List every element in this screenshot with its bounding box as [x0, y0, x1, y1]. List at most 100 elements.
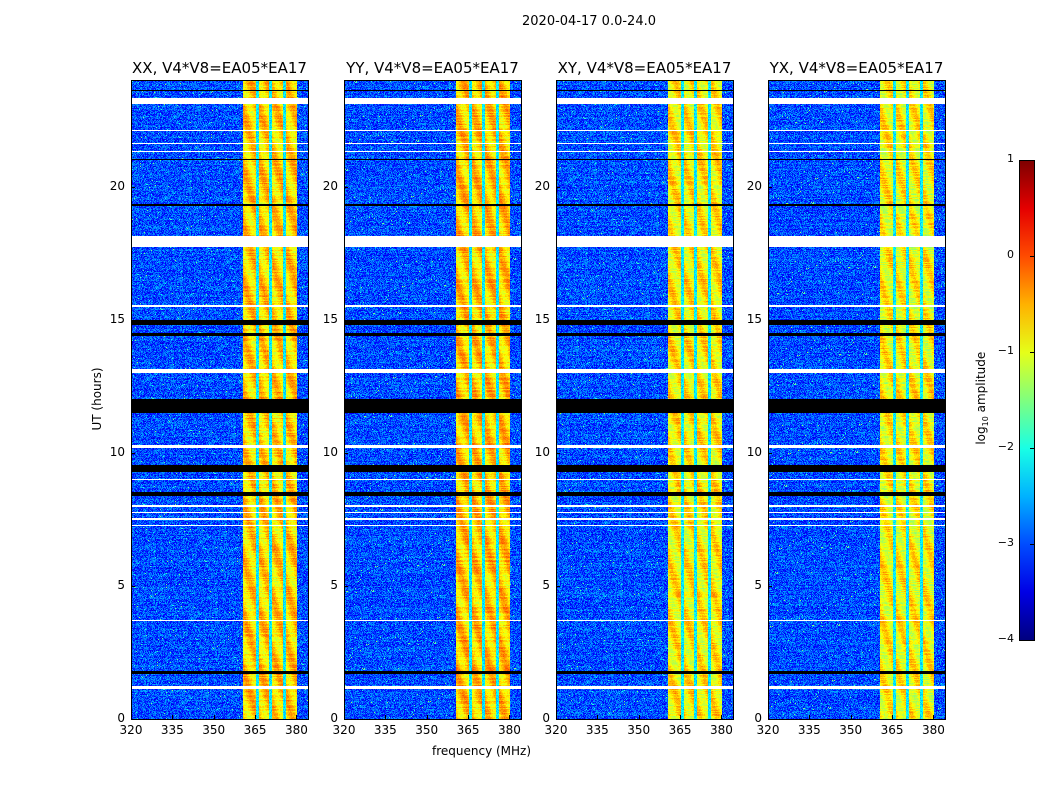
y-tick-label: 10 — [746, 444, 762, 459]
x-tick — [892, 715, 894, 719]
y-tick — [768, 186, 772, 188]
x-tick — [344, 715, 345, 719]
y-tick — [556, 585, 560, 587]
y-tick — [344, 186, 348, 188]
colorbar-tick-label: −3 — [997, 536, 1014, 549]
x-tick-label: 350 — [202, 723, 226, 737]
colorbar — [1019, 160, 1035, 641]
y-tick-label: 20 — [534, 178, 550, 193]
y-tick — [768, 585, 772, 587]
x-axis-label: frequency (MHz) — [432, 744, 532, 758]
x-tick-label: 380 — [709, 723, 733, 737]
x-tick-label: 335 — [160, 723, 184, 737]
y-tick — [131, 186, 135, 188]
colorbar-tick-label: −2 — [997, 440, 1014, 453]
colorbar-tick — [1030, 640, 1034, 641]
y-tick — [344, 719, 348, 720]
y-tick-label: 15 — [746, 311, 762, 326]
colorbar-tick-label: −4 — [997, 632, 1014, 645]
y-tick — [131, 719, 135, 720]
y-tick — [768, 719, 772, 720]
x-tick-label: 335 — [797, 723, 821, 737]
y-tick — [768, 452, 772, 454]
y-tick-label: 0 — [542, 711, 550, 725]
x-tick — [385, 715, 387, 719]
colorbar-tick — [1030, 352, 1034, 353]
x-tick — [680, 715, 682, 719]
y-tick-label: 15 — [322, 311, 338, 326]
colorbar-tick-label: −1 — [997, 344, 1014, 357]
y-tick-label: 0 — [117, 711, 125, 725]
x-tick-label: 350 — [415, 723, 439, 737]
y-tick — [556, 719, 560, 720]
colorbar-tick-label: 0 — [1007, 248, 1014, 261]
x-tick-label: 380 — [921, 723, 945, 737]
y-tick — [131, 585, 135, 587]
colorbar-label-rest: amplitude — [973, 351, 988, 417]
y-tick — [344, 585, 348, 587]
x-tick — [296, 715, 298, 719]
x-tick-label: 335 — [585, 723, 609, 737]
y-tick-label: 20 — [322, 178, 338, 193]
colorbar-label: log10 amplitude — [974, 348, 990, 448]
y-tick-label: 0 — [754, 711, 762, 725]
y-tick-label: 15 — [109, 311, 125, 326]
x-tick-label: 350 — [839, 723, 863, 737]
x-tick — [131, 715, 132, 719]
x-tick — [933, 715, 935, 719]
heatmap-panel-xy — [556, 80, 733, 719]
y-tick — [131, 452, 135, 454]
colorbar-tick — [1030, 544, 1034, 545]
x-tick — [509, 715, 511, 719]
x-tick-label: 380 — [284, 723, 308, 737]
x-tick — [850, 715, 852, 719]
y-axis-label: UT (hours) — [90, 367, 104, 431]
heatmap-panel-yy — [344, 80, 521, 719]
x-tick — [426, 715, 428, 719]
x-tick — [255, 715, 257, 719]
colorbar-tick — [1030, 256, 1034, 257]
colorbar-tick-label: 1 — [1007, 152, 1014, 165]
colorbar-label-main: log — [973, 426, 988, 445]
x-tick-label: 320 — [544, 723, 568, 737]
x-tick — [638, 715, 640, 719]
y-tick-label: 5 — [117, 577, 125, 592]
panel-title: YY, V4*V8=EA05*EA17 — [346, 59, 519, 77]
y-tick-label: 20 — [109, 178, 125, 193]
x-tick-label: 380 — [497, 723, 521, 737]
x-tick-label: 365 — [243, 723, 267, 737]
y-tick — [768, 319, 772, 321]
y-tick-label: 10 — [534, 444, 550, 459]
y-tick — [344, 319, 348, 321]
x-tick-label: 320 — [332, 723, 356, 737]
figure-title: 2020-04-17 0.0-24.0 — [522, 14, 656, 29]
x-tick-label: 335 — [373, 723, 397, 737]
x-tick — [597, 715, 599, 719]
x-tick-label: 365 — [668, 723, 692, 737]
y-tick-label: 15 — [534, 311, 550, 326]
y-tick-label: 10 — [109, 444, 125, 459]
y-tick — [556, 186, 560, 188]
panel-title: YX, V4*V8=EA05*EA17 — [769, 59, 944, 77]
x-tick — [721, 715, 723, 719]
y-tick-label: 20 — [746, 178, 762, 193]
y-tick-label: 10 — [322, 444, 338, 459]
x-tick-label: 350 — [627, 723, 651, 737]
colorbar-tick — [1030, 448, 1034, 449]
x-tick — [172, 715, 174, 719]
y-tick-label: 5 — [330, 577, 338, 592]
heatmap-panel-xx — [131, 80, 308, 719]
colorbar-tick — [1030, 160, 1034, 161]
panel-title: XY, V4*V8=EA05*EA17 — [557, 59, 732, 77]
x-tick — [809, 715, 811, 719]
x-tick — [556, 715, 557, 719]
y-tick-label: 5 — [754, 577, 762, 592]
x-tick-label: 365 — [880, 723, 904, 737]
y-tick — [556, 452, 560, 454]
y-tick — [556, 319, 560, 321]
x-tick-label: 320 — [119, 723, 143, 737]
y-tick-label: 0 — [330, 711, 338, 725]
x-tick — [213, 715, 215, 719]
heatmap-panel-yx — [768, 80, 945, 719]
y-tick — [344, 452, 348, 454]
